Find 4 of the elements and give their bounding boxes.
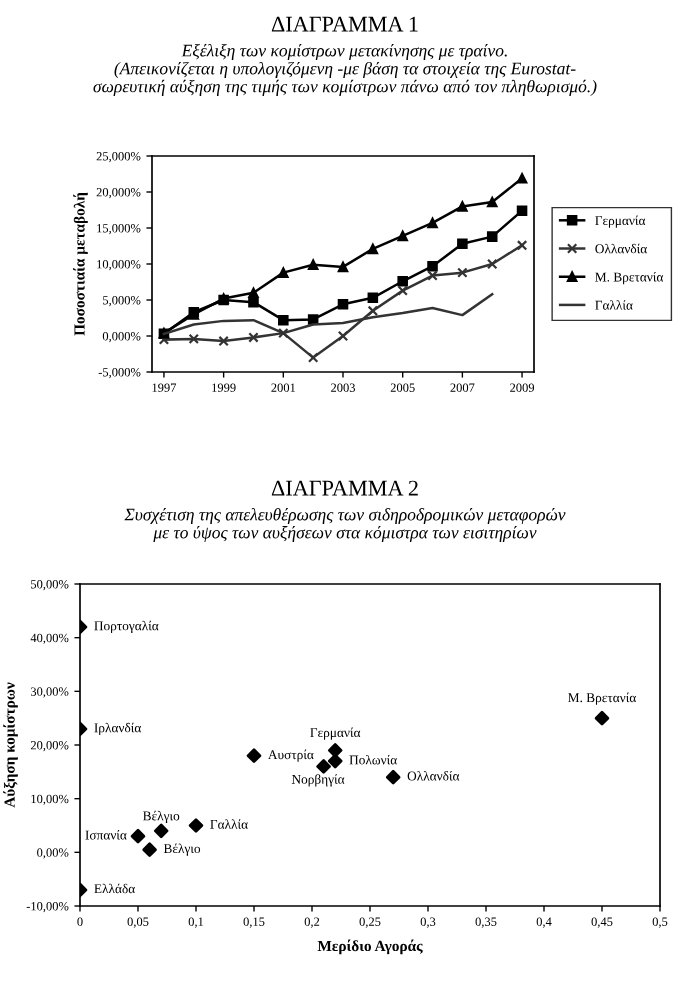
chart-subtitle: Συσχέτιση της απελευθέρωσης των σιδηροδρομικών μεταφορών με το ύψος των αυξήσεων στα κόμιστρα των εισιτηρίων [124, 508, 566, 542]
chart-title: ΔΙΑΓΡΑΜΜΑ 1 [271, 16, 418, 32]
chart-title: ΔΙΑΓΡΑΜΜΑ 2 [271, 480, 418, 496]
chart-subtitle: Εξέλιξη των κομίστρων μετακίνησης με τραίνο. (Απεικονίζεται η υπολογιζόμενη -με βάση τα στοιχεία της Eurostat- σωρευτική αύξηση της τιμής των κομίστρων πάνω από τον πληθωρισμό.) [93, 44, 597, 96]
